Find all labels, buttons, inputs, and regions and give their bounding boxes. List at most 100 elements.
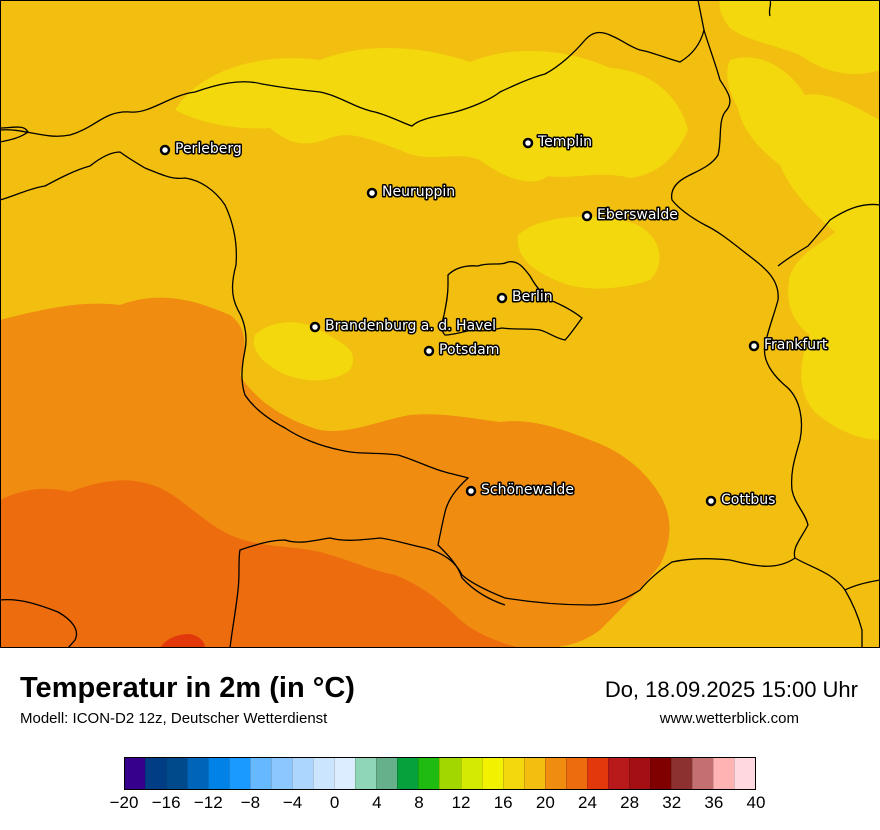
colorbar-swatch bbox=[649, 758, 671, 789]
colorbar-swatch bbox=[271, 758, 293, 789]
city-label: Eberswalde bbox=[597, 207, 678, 223]
colorbar-swatch bbox=[313, 758, 335, 789]
colorbar-swatch bbox=[502, 758, 524, 789]
border-poland-southeast bbox=[844, 579, 880, 591]
colorbar-swatch bbox=[733, 758, 755, 789]
city-dot bbox=[159, 144, 171, 156]
colorbar-tick-label: −12 bbox=[193, 793, 223, 812]
city-dot bbox=[366, 187, 378, 199]
colorbar-swatch bbox=[125, 758, 146, 789]
city-dot bbox=[423, 345, 435, 357]
colorbar-tick-label: −20 bbox=[109, 793, 139, 812]
colorbar-swatch bbox=[460, 758, 482, 789]
website-credit: www.wetterblick.com bbox=[659, 710, 799, 727]
colorbar-tick-label: 40 bbox=[746, 793, 766, 812]
border-northwest bbox=[0, 151, 470, 579]
colorbar-swatch bbox=[145, 758, 167, 789]
city-dot bbox=[496, 292, 508, 304]
colorbar-swatch bbox=[355, 758, 377, 789]
field-light-yellow-potsdam bbox=[253, 322, 354, 381]
colorbar-swatch bbox=[670, 758, 692, 789]
colorbar-swatch bbox=[691, 758, 713, 789]
city-dot bbox=[748, 340, 760, 352]
border-berlin bbox=[441, 261, 583, 341]
colorbar-swatch bbox=[523, 758, 545, 789]
city-neuruppin: Neuruppin bbox=[366, 183, 457, 202]
colorbar-tick-label: 12 bbox=[451, 793, 471, 812]
colorbar-tick-label: −16 bbox=[151, 793, 181, 812]
colorbar-swatch bbox=[565, 758, 587, 789]
city-templin: Templin bbox=[522, 133, 593, 152]
colorbar-swatch bbox=[544, 758, 566, 789]
colorbar-swatch bbox=[712, 758, 734, 789]
city-label: Templin bbox=[537, 134, 592, 150]
field-dark-orange-west bbox=[0, 513, 90, 560]
map-title: Temperatur in 2m (in °C) bbox=[20, 672, 355, 704]
city-label: Frankfurt bbox=[764, 337, 828, 353]
city-label: Neuruppin bbox=[382, 184, 455, 200]
colorbar-swatch bbox=[208, 758, 230, 789]
city-dot bbox=[522, 137, 534, 149]
border-brandenburg-east bbox=[670, 29, 863, 648]
colorbar-swatch bbox=[250, 758, 272, 789]
city-brandenburg: Brandenburg a. d. Havel bbox=[309, 317, 497, 336]
border-poland-east bbox=[777, 203, 880, 267]
city-dot bbox=[581, 210, 593, 222]
colorbar-tick-label: −4 bbox=[282, 793, 303, 812]
colorbar-tick-label: 28 bbox=[620, 793, 640, 812]
city-label: Brandenburg a. d. Havel bbox=[325, 318, 496, 334]
colorbar-ticks: −20 −16 −12 −8 −4 0 4 8 12 16 20 24 28 32 36 40 bbox=[110, 793, 766, 817]
colorbar-swatch bbox=[334, 758, 356, 789]
colorbar-swatch bbox=[376, 758, 398, 789]
city-markers: Perleberg Templin Neuruppin Eberswalde B… bbox=[159, 133, 829, 510]
border-west-lower bbox=[0, 599, 78, 648]
border-brandenburg-north bbox=[0, 0, 705, 137]
city-berlin: Berlin bbox=[496, 288, 554, 307]
colorbar-tick-label: 36 bbox=[704, 793, 724, 812]
field-light-yellow-corner bbox=[719, 0, 880, 75]
city-cottbus: Cottbus bbox=[705, 491, 777, 510]
colorbar-swatch bbox=[628, 758, 650, 789]
colorbar-tick-label: 16 bbox=[493, 793, 513, 812]
city-eberswalde: Eberswalde bbox=[581, 206, 679, 225]
city-schoenewalde: Schönewalde bbox=[465, 481, 575, 500]
model-source: Modell: ICON-D2 12z, Deutscher Wetterdie… bbox=[20, 710, 328, 727]
city-dot bbox=[705, 495, 717, 507]
temperature-colorbar bbox=[124, 757, 756, 790]
field-red-orange-spot bbox=[160, 634, 205, 648]
city-potsdam: Potsdam bbox=[423, 341, 501, 360]
state-borders bbox=[0, 0, 880, 648]
colorbar-swatch bbox=[187, 758, 209, 789]
colorbar-swatch bbox=[418, 758, 440, 789]
colorbar-tick-label: 20 bbox=[535, 793, 555, 812]
valid-datetime: Do, 18.09.2025 15:00 Uhr bbox=[604, 677, 858, 702]
colorbar-tick-label: 8 bbox=[414, 793, 424, 812]
field-light-yellow-center bbox=[517, 216, 660, 289]
colorbar-swatch bbox=[292, 758, 314, 789]
colorbar-tick-label: −8 bbox=[240, 793, 261, 812]
city-frankfurt: Frankfurt bbox=[748, 336, 829, 355]
border-west-upper bbox=[0, 126, 29, 143]
field-light-yellow-east bbox=[727, 57, 880, 440]
colorbar-swatch bbox=[481, 758, 503, 789]
city-dot bbox=[309, 321, 321, 333]
border-north-east-short bbox=[768, 0, 772, 17]
city-label: Perleberg bbox=[175, 141, 242, 157]
colorbar-tick-label: 4 bbox=[372, 793, 382, 812]
colorbar-swatch bbox=[229, 758, 251, 789]
field-dark-orange-southwest bbox=[0, 480, 520, 648]
city-label: Potsdam bbox=[439, 342, 499, 358]
city-perleberg: Perleberg bbox=[159, 140, 243, 159]
colorbar-swatch bbox=[607, 758, 629, 789]
colorbar-swatch bbox=[397, 758, 419, 789]
city-dot bbox=[465, 485, 477, 497]
city-label: Schönewalde bbox=[481, 482, 574, 498]
colorbar-tick-label: 32 bbox=[662, 793, 682, 812]
colorbar-tick-label: 0 bbox=[329, 793, 340, 812]
colorbar-swatch bbox=[166, 758, 188, 789]
border-south-west bbox=[229, 537, 796, 648]
border-south-lower bbox=[461, 577, 506, 606]
colorbar-swatch bbox=[439, 758, 461, 789]
field-light-yellow-north bbox=[175, 47, 688, 182]
city-label: Cottbus bbox=[721, 492, 775, 508]
